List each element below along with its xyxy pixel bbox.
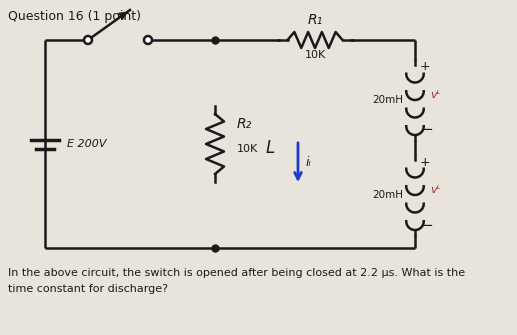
Text: Question 16 (1 point): Question 16 (1 point) [8,10,141,23]
Text: 10K: 10K [305,50,326,60]
Text: vᴸ: vᴸ [430,90,440,100]
Text: time constant for discharge?: time constant for discharge? [8,284,168,294]
Text: R₂: R₂ [237,117,252,131]
Text: −: − [420,123,433,137]
Text: 10K: 10K [237,144,258,154]
Text: 20mH: 20mH [372,95,403,105]
Text: In the above circuit, the switch is opened after being closed at 2.2 μs. What is: In the above circuit, the switch is open… [8,268,465,278]
Text: E 200V: E 200V [67,139,107,149]
Text: −: − [420,217,433,232]
Text: vᴸ: vᴸ [430,185,440,195]
Text: 20mH: 20mH [372,190,403,200]
Circle shape [84,36,92,44]
Text: L: L [265,139,275,157]
Text: +: + [420,155,431,169]
Circle shape [144,36,152,44]
Text: iₗ: iₗ [306,156,312,169]
Text: R₁: R₁ [308,13,323,27]
Text: +: + [420,61,431,73]
